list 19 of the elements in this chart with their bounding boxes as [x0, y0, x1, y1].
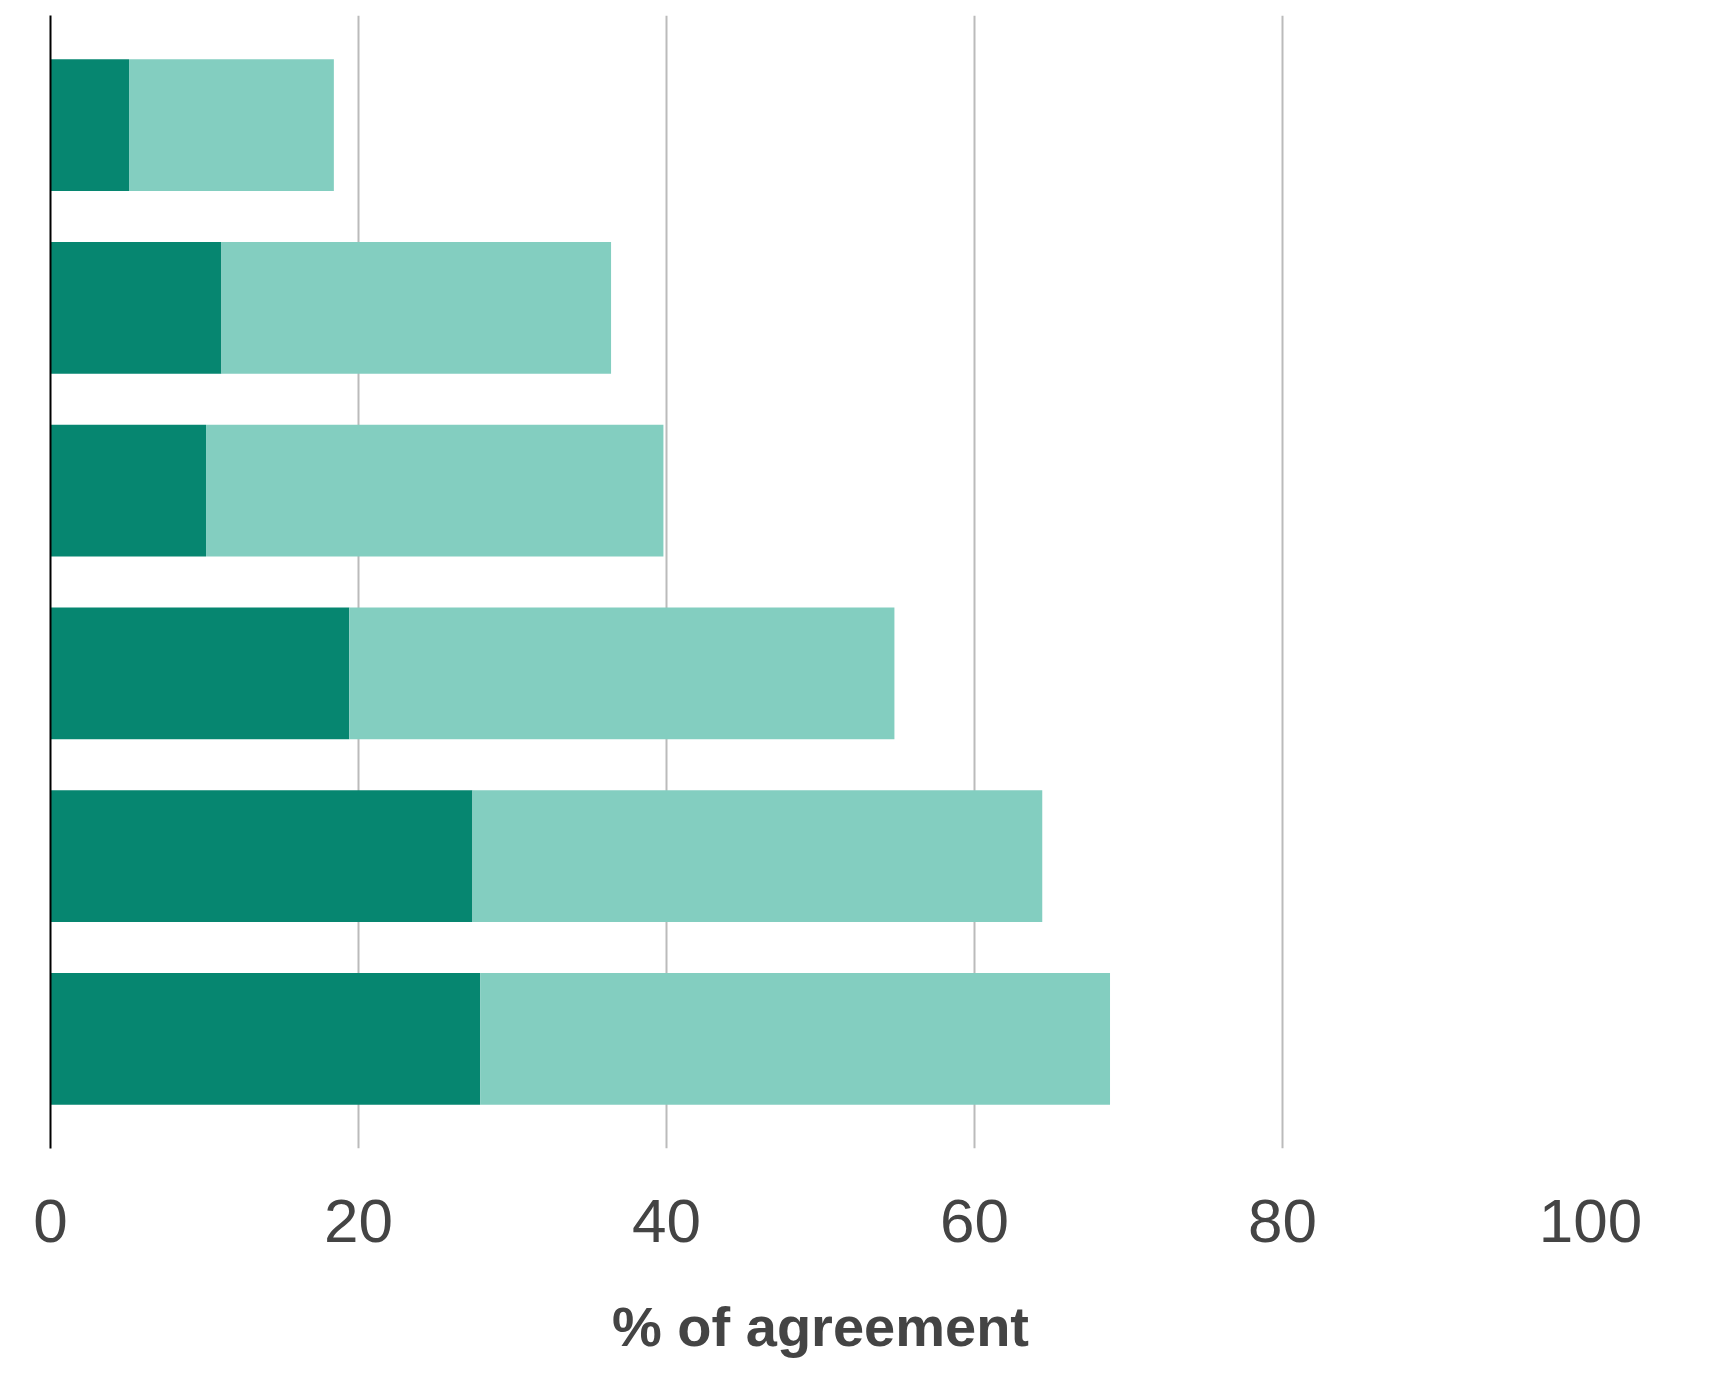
- bar: [50, 242, 222, 374]
- bar: [480, 973, 1111, 1105]
- x-tick-label: 80: [1248, 1185, 1317, 1255]
- x-tick-label: 0: [33, 1185, 68, 1255]
- bar: [221, 242, 612, 374]
- bar: [129, 59, 334, 191]
- bar: [349, 607, 895, 740]
- x-tick-label: 40: [632, 1185, 701, 1255]
- x-tick-label: 100: [1538, 1185, 1643, 1255]
- bar: [50, 424, 207, 557]
- x-tick-label: 60: [940, 1185, 1009, 1255]
- bar: [50, 973, 481, 1105]
- x-axis-title: % of agreement: [612, 1294, 1029, 1358]
- x-tick-label: 20: [324, 1185, 393, 1255]
- bar: [50, 59, 130, 191]
- bar: [50, 790, 473, 922]
- bar: [472, 790, 1043, 922]
- bar: [50, 607, 350, 740]
- bar: [206, 424, 664, 557]
